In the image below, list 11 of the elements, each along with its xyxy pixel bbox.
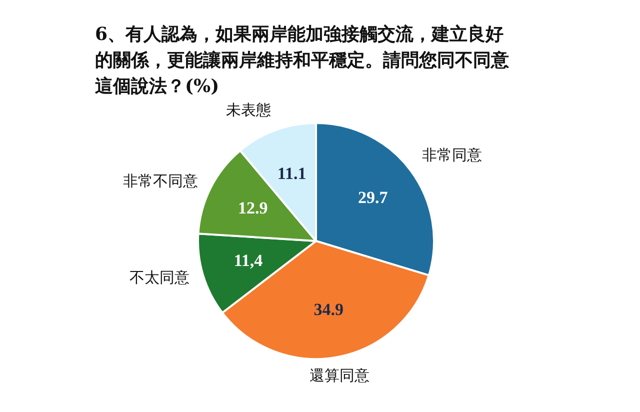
data-label: 11.1 xyxy=(277,164,306,183)
data-label: 12.9 xyxy=(238,198,268,218)
data-label: 34.9 xyxy=(314,300,344,320)
data-label: 11,4 xyxy=(234,250,264,270)
slice-label: 非常同意 xyxy=(422,146,482,164)
slice-label: 還算同意 xyxy=(310,366,370,384)
slice-label: 未表態 xyxy=(226,101,271,120)
chart-title: 6、有人認為，如果兩岸能加強接觸交流，建立良好的關係，更能讓兩岸維持和平穩定。請問您同不同意這個說法？(%) xyxy=(95,23,510,99)
data-label: 29.7 xyxy=(358,188,388,208)
slice-label: 不太同意 xyxy=(130,268,190,287)
slice-label: 非常不同意 xyxy=(123,172,198,190)
